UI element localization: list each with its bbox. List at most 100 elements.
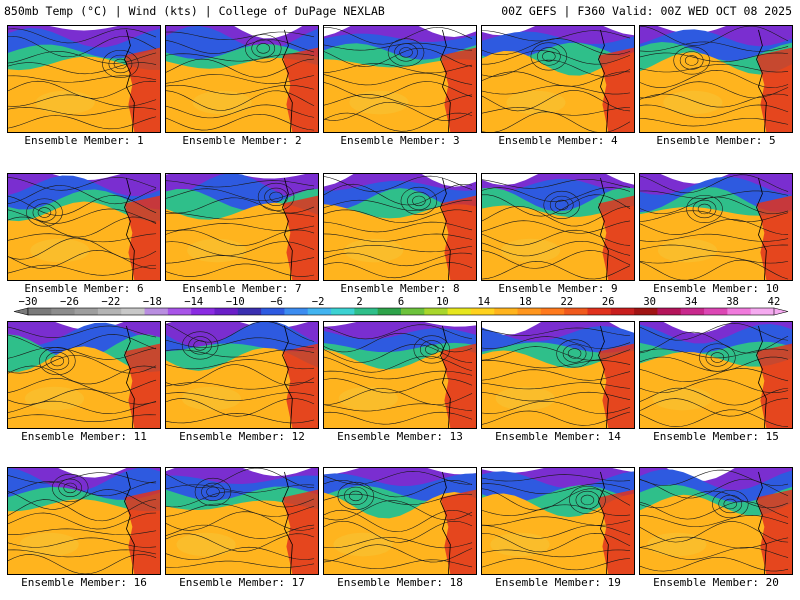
height-contour [8,94,157,107]
height-contour [324,252,473,267]
colorbar-segment [517,308,542,315]
warm-land-region [756,343,792,428]
closed-low-contour [37,207,52,218]
height-contour [640,501,789,520]
height-contour [166,39,315,54]
height-contour [8,75,157,83]
height-contour [166,359,315,370]
height-contour [640,490,789,509]
closed-low-contour [699,343,736,372]
ensemble-map-14 [481,321,635,429]
height-contour [482,327,631,336]
ensemble-member-label: Ensemble Member: 19 [495,576,621,589]
height-contour [482,250,631,269]
ensemble-member-label: Ensemble Member: 5 [656,134,776,147]
closed-low-contour [697,203,712,215]
colorbar-segment [167,308,192,315]
colorbar-tick-label: 34 [685,296,698,308]
height-contour [8,378,157,394]
ensemble-member-label: Ensemble Member: 10 [653,282,779,295]
height-contour [8,264,157,276]
height-contour [640,93,789,108]
closed-low-contour [580,494,595,506]
subtropical-ridge [181,386,242,411]
colorbar-segment [307,308,332,315]
height-contour [324,332,473,353]
ensemble-map-11 [7,321,161,429]
ensemble-map-16 [7,467,161,575]
height-contour [482,205,631,227]
closed-low-contour [257,182,295,211]
coastline [756,325,767,428]
height-contour [8,347,157,360]
subtropical-ridge [506,90,566,115]
closed-low-contour [556,339,593,368]
colorbar-segment [377,308,402,315]
height-contour [166,468,315,488]
height-contour [482,220,631,234]
colorbar-segment [610,308,635,315]
height-contour [482,410,631,426]
ensemble-map-15 [639,321,793,429]
subtropical-ridge [344,238,404,263]
height-contour [640,378,789,394]
ensemble-map-8 [323,173,477,281]
colorbar-segment [121,308,146,315]
coastline [282,177,293,280]
coastline [598,325,609,428]
ensemble-member-label: Ensemble Member: 17 [179,576,305,589]
height-contour [640,259,789,280]
coastline [124,471,135,574]
height-contour [640,41,789,52]
height-contour [640,536,789,549]
height-contour [482,346,631,361]
height-contour [640,69,789,88]
height-contour [324,544,473,563]
ensemble-member-label: Ensemble Member: 18 [337,576,463,589]
height-contour [8,36,157,58]
coastline [598,29,609,132]
height-contour [482,524,631,539]
ensemble-member-label: Ensemble Member: 6 [24,282,144,295]
subtropical-ridge [349,90,409,115]
closed-low-contour [562,344,587,363]
height-contour [324,500,473,521]
height-contour [482,488,631,511]
height-contour [324,411,473,425]
colorbar-segment [401,308,425,315]
height-contour [166,197,315,214]
closed-low-contour [679,51,704,70]
warm-land-region [282,489,318,574]
height-contour [324,520,473,543]
height-contour [8,481,157,497]
height-contour [640,255,789,264]
height-contour [482,187,631,202]
colorbar-segment [470,308,495,315]
ensemble-map-3 [323,25,477,133]
ensemble-map-17 [165,467,319,575]
colorbar-tick-label: −18 [143,296,162,308]
height-contour [482,71,631,87]
ensemble-map-9 [481,173,635,281]
height-contour [166,491,315,508]
subtropical-ridge [19,532,79,557]
coastline [124,177,135,280]
closed-low-contour [686,194,723,224]
height-contour [640,52,789,63]
height-contour [482,179,631,189]
height-contour [166,188,315,201]
warm-land-region [598,343,634,428]
height-contour [324,27,473,45]
closed-low-contour [193,340,207,351]
closed-low-contour [723,498,737,510]
height-contour [324,175,473,192]
height-contour [482,474,631,482]
colorbar-segment [704,308,728,315]
height-contour [640,64,789,73]
height-contour [166,364,315,386]
subtropical-ridge [24,386,85,411]
closed-low-contour [269,191,283,203]
subtropical-ridge [333,532,393,557]
height-contour [8,250,157,269]
